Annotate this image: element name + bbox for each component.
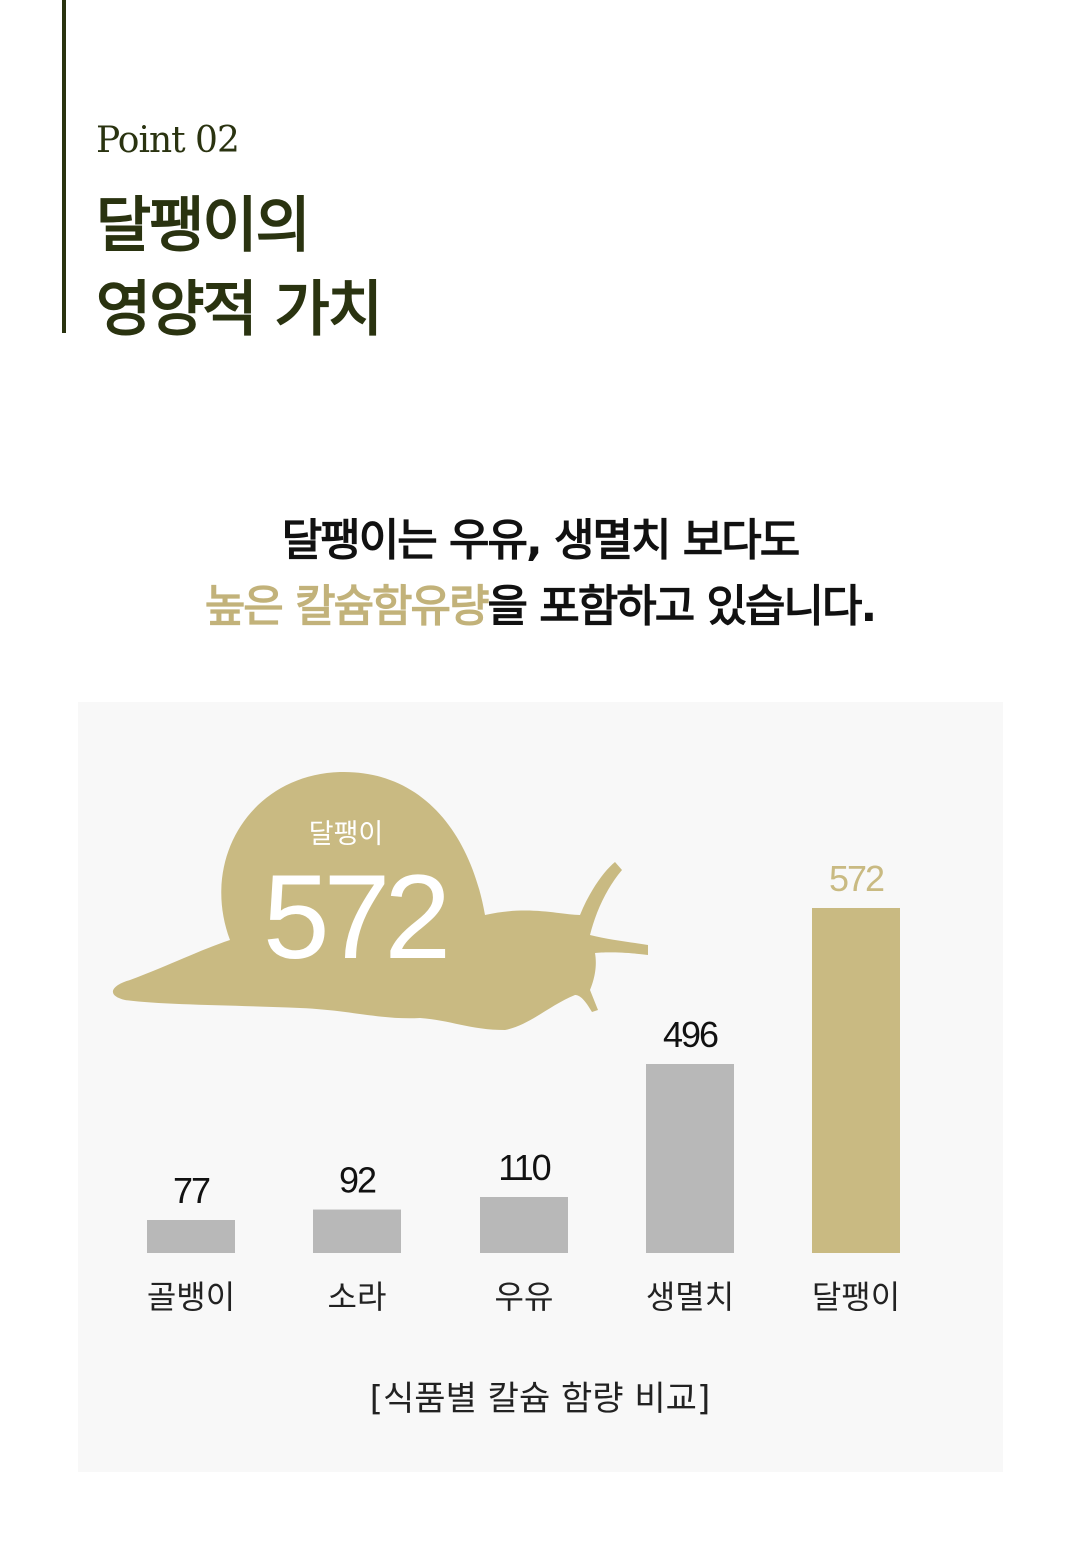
category-label-2: 우유 [495, 1278, 554, 1316]
bar-0 [147, 1220, 235, 1253]
category-label-4: 달팽이 [812, 1278, 900, 1316]
data-label-4: 572 [829, 858, 884, 899]
headline: 달팽이는 우유, 생멸치 보다도 높은 칼슘함유량을 포함하고 있습니다. [0, 508, 1080, 640]
data-label-3: 496 [663, 1014, 718, 1055]
snail-badge-value: 572 [263, 850, 445, 984]
accent-vertical-line [62, 0, 66, 333]
category-label-3: 생멸치 [646, 1278, 734, 1316]
headline-line-1: 달팽이는 우유, 생멸치 보다도 [281, 515, 800, 566]
headline-line-2: 높은 칼슘함유량을 포함하고 있습니다. [0, 574, 1080, 640]
headline-rest: 을 포함하고 있습니다. [487, 581, 878, 632]
data-label-0: 77 [173, 1170, 210, 1211]
bar-2 [480, 1197, 568, 1253]
bar-4 [812, 908, 900, 1253]
data-label-2: 110 [498, 1147, 550, 1188]
bar-3 [646, 1064, 734, 1253]
title-line-2: 영양적 가치 [96, 275, 383, 345]
bar-1 [313, 1209, 401, 1253]
headline-highlight: 높은 칼슘함유량 [204, 581, 490, 632]
data-label-1: 92 [339, 1160, 376, 1201]
snail-badge-label: 달팽이 [309, 819, 384, 850]
snail-icon [112, 771, 649, 1030]
category-label-0: 골뱅이 [147, 1278, 235, 1316]
category-label-1: 소라 [328, 1278, 387, 1316]
title-line-1: 달팽이의 [96, 191, 311, 261]
page-title: 달팽이의 영양적 가치 [96, 184, 383, 352]
point-label: Point 02 [96, 120, 240, 161]
chart-title: [식품별 칼슘 함량 비교] [370, 1379, 710, 1419]
